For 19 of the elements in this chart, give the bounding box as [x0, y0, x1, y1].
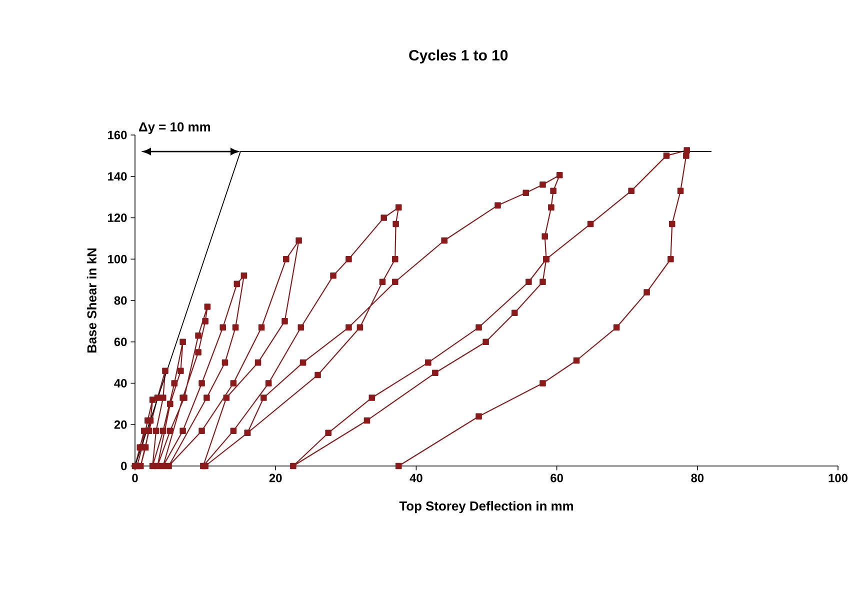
text: Δy = 10 mm — [139, 122, 210, 134]
y-tick-label: 140 — [108, 172, 127, 181]
x-tick-label: 100 — [828, 474, 848, 482]
y-tick-label: 120 — [108, 214, 127, 222]
y-tick-label: 20 — [114, 420, 127, 429]
x-tick-label: 80 — [691, 474, 704, 482]
y-tick-label: 60 — [114, 338, 127, 346]
y-tick-label: 80 — [114, 296, 127, 305]
y-axis-title: Base Shear in kN — [86, 248, 96, 353]
x-axis-title: Top Storey Deflection in mm — [399, 501, 574, 514]
y-tick-label: 100 — [108, 254, 127, 264]
y-tick-label: 0 — [121, 462, 127, 470]
y-tick-label: 40 — [114, 379, 127, 388]
x-tick-label: 60 — [550, 474, 563, 482]
y-tick-label: 160 — [108, 130, 127, 140]
chart-title: Cycles 1 to 10 — [409, 50, 508, 64]
x-tick-label: 40 — [410, 474, 422, 482]
x-tick-label: 0 — [132, 474, 138, 482]
x-tick-label: 20 — [269, 474, 282, 482]
